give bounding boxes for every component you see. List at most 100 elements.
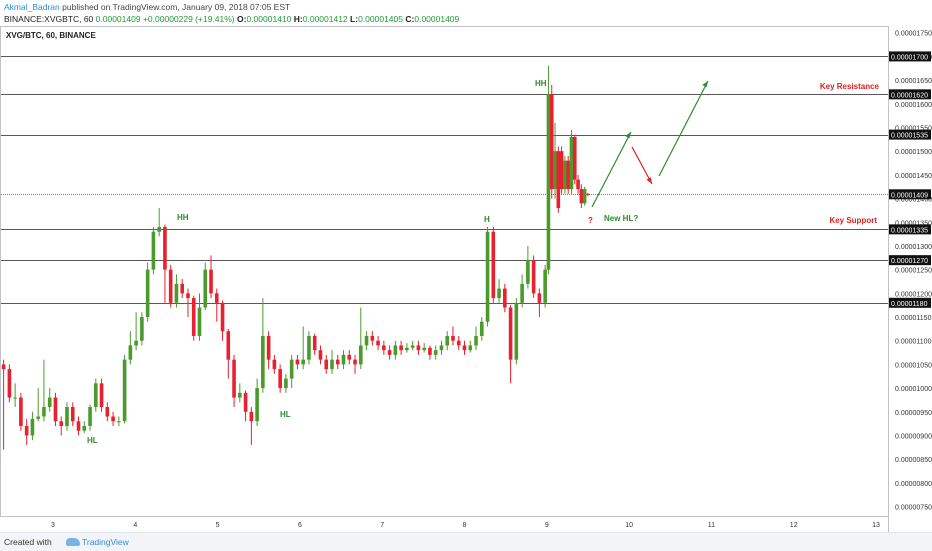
candle-body — [553, 151, 557, 190]
candle-body — [520, 283, 524, 303]
candle — [569, 129, 574, 194]
x-tick-label: 3 — [51, 522, 55, 529]
candle-body — [59, 421, 64, 426]
candle-body — [382, 345, 386, 351]
y-tick-label: 0.00000850 — [895, 457, 932, 464]
candle — [497, 279, 501, 303]
arrow-up-2 — [658, 80, 709, 177]
publish-info: Akmal_Badran published on TradingView.co… — [4, 1, 290, 13]
ohlc-readout: BINANCE:XVGBTC, 60 0.00001409 +0.0000022… — [4, 13, 459, 25]
candle-body — [335, 359, 340, 365]
candle-body — [19, 397, 23, 426]
candle-body — [416, 345, 421, 351]
candle — [474, 326, 478, 351]
y-tick-label: 0.00001650 — [895, 78, 932, 85]
candle-body — [563, 160, 567, 190]
y-tick-label: 0.00001150 — [895, 315, 932, 322]
candle — [462, 340, 467, 355]
candle-body — [214, 293, 219, 303]
y-tick-label: 0.00000950 — [895, 410, 932, 417]
candle — [19, 392, 23, 431]
candle — [382, 340, 386, 355]
candle — [128, 331, 133, 365]
y-tick-label: 0.00001100 — [895, 339, 932, 346]
candle — [30, 411, 35, 441]
chart-header: Akmal_Badran published on TradingView.co… — [0, 0, 932, 26]
candle-body — [566, 160, 570, 190]
candle — [318, 345, 323, 365]
candle-body — [497, 288, 501, 299]
candle-body — [370, 335, 375, 341]
candle — [255, 378, 259, 426]
candle-body — [549, 94, 554, 190]
candle — [180, 279, 185, 299]
price-value: 0.00001409 — [95, 14, 141, 24]
tradingview-brand[interactable]: TradingView — [66, 537, 129, 547]
x-tick-label: 10 — [625, 522, 633, 529]
candle-body — [556, 151, 561, 209]
candle — [479, 317, 484, 341]
x-tick-label: 5 — [216, 522, 220, 529]
candle — [330, 350, 334, 374]
candle-body — [576, 179, 580, 190]
symbol-label: BINANCE:XVGBTC, 60 — [4, 14, 94, 24]
candle-body — [582, 189, 587, 204]
arrow-up-2-head — [702, 81, 708, 88]
candle — [266, 331, 271, 370]
candle — [272, 354, 277, 374]
candle-body — [117, 421, 121, 423]
candle — [191, 295, 196, 341]
created-with-text: Created with — [4, 537, 52, 547]
level-price-tag: 0.00001335 — [889, 224, 931, 235]
candle-body — [255, 388, 259, 422]
open-value: 0.00001410 — [246, 14, 292, 24]
candle-body — [312, 335, 317, 351]
candle-body — [238, 392, 242, 398]
author-link[interactable]: Akmal_Badran — [4, 2, 60, 12]
candle — [59, 416, 64, 436]
x-tick-label: 6 — [298, 522, 302, 529]
candle — [36, 388, 40, 422]
candle-body — [428, 347, 432, 355]
y-tick-label: 0.00001250 — [895, 268, 932, 275]
arrow-up-1-head — [625, 132, 631, 139]
candle — [422, 343, 426, 353]
candle — [140, 312, 144, 346]
candle — [174, 274, 179, 308]
candle — [393, 340, 398, 360]
candle-body — [70, 407, 75, 422]
candle — [335, 354, 340, 370]
candle-body — [376, 340, 380, 346]
candle-body — [474, 335, 478, 346]
price-chart[interactable]: XVG/BTC, 60, BINANCE 0.00000750 0.0000080… — [0, 26, 932, 532]
candle — [399, 340, 403, 355]
candle — [553, 122, 557, 199]
candle-body — [439, 345, 444, 351]
label-key-resistance: Key Resistance — [820, 82, 880, 91]
candle-body — [284, 378, 288, 389]
level-price-text: 0.00001270 — [891, 258, 928, 265]
candle-body — [1, 364, 6, 370]
candle-body — [122, 359, 127, 422]
candle — [508, 305, 513, 384]
label-hh-1: HH — [177, 213, 189, 222]
candle-body — [272, 359, 277, 370]
candle-body — [503, 288, 507, 308]
candle — [341, 350, 346, 370]
y-tick-label: 0.00001450 — [895, 173, 932, 180]
x-tick-label: 4 — [133, 522, 137, 529]
y-tick-label: 0.00001050 — [895, 362, 932, 369]
tradingview-label: TradingView — [82, 537, 129, 547]
candle — [53, 392, 58, 426]
candle-body — [168, 269, 173, 303]
candle — [582, 186, 587, 206]
candle-body — [537, 293, 542, 303]
candle-body — [301, 359, 305, 365]
candle-body — [399, 345, 403, 351]
candle-body — [24, 425, 29, 436]
candle — [157, 208, 161, 237]
pattern-labels: HH HH H HL HL ? New HL? Key Resistance K… — [87, 79, 880, 445]
candle-body — [324, 359, 329, 370]
candle-body — [232, 359, 236, 398]
candle-body — [209, 269, 213, 294]
